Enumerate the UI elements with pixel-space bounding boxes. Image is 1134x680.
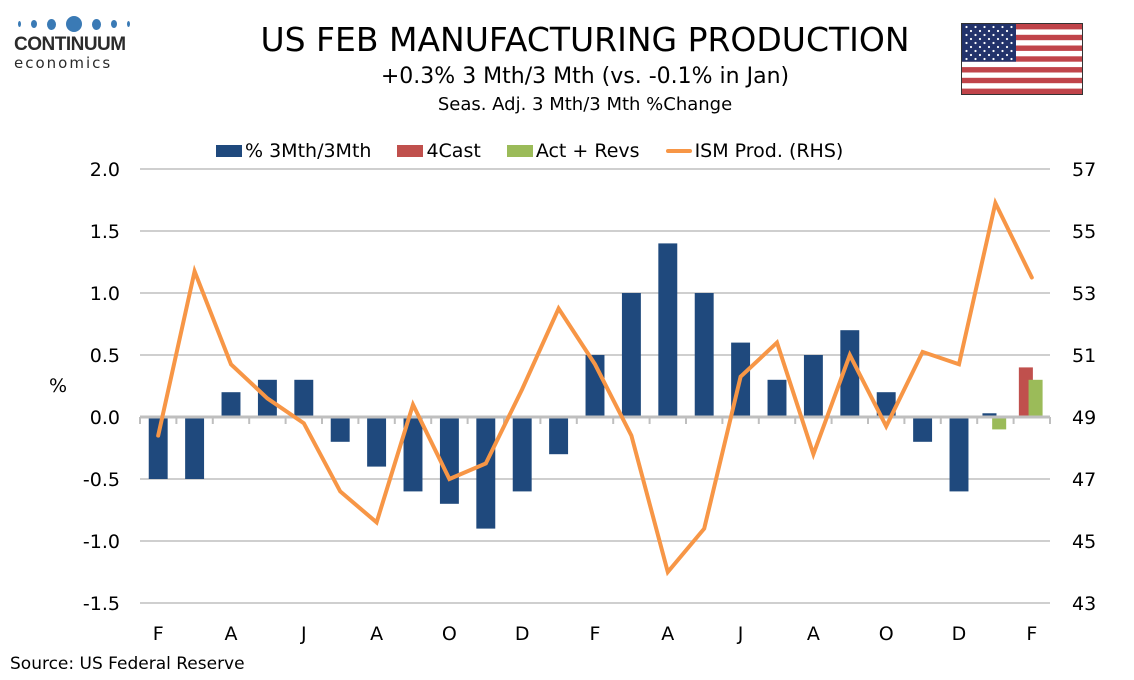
bar-0 (549, 417, 569, 455)
bar-0 (439, 417, 459, 504)
bar-0 (403, 417, 423, 492)
x-tick-label: F (590, 623, 601, 645)
bar-0 (876, 392, 896, 417)
bar-0 (330, 417, 350, 442)
x-tick-label: J (737, 623, 744, 645)
bar-2 (992, 417, 1007, 430)
logo-dots-icon (18, 16, 130, 32)
legend-item-ism: ISM Prod. (RHS) (665, 140, 844, 162)
x-tick-label: O (879, 623, 894, 645)
y-tick-label-right: 45 (1072, 531, 1096, 553)
y-tick-label-right: 43 (1072, 593, 1096, 615)
bar-0 (221, 392, 241, 417)
bar-0 (621, 293, 641, 417)
chart-subsubtitle: Seas. Adj. 3 Mth/3 Mth %Change (437, 94, 733, 115)
bar-0 (185, 417, 205, 479)
x-tick-label: D (515, 623, 530, 645)
x-tick-label: A (370, 623, 383, 645)
legend-swatch-blue (216, 145, 242, 157)
y-tick-label-left: -1.5 (83, 593, 120, 615)
legend-item-act-revs: Act + Revs (506, 140, 640, 162)
y-tick-label-left: 1.5 (90, 221, 120, 243)
source-note: Source: US Federal Reserve (10, 654, 245, 674)
bar-1 (1018, 367, 1033, 417)
y-tick-label-right: 51 (1072, 345, 1096, 367)
y-tick-label-right: 57 (1072, 159, 1096, 181)
bar-0 (257, 379, 277, 417)
bar-0 (476, 417, 496, 529)
x-tick-label: F (1026, 623, 1037, 645)
bar-0 (913, 417, 933, 442)
us-flag-icon (961, 23, 1083, 95)
x-tick-label: D (952, 623, 967, 645)
bar-0 (803, 355, 823, 417)
bar-2 (1028, 379, 1043, 417)
y-tick-label-left: 2.0 (90, 159, 120, 181)
bar-0 (294, 379, 314, 417)
bar-0 (658, 243, 678, 417)
y-axis-label: % (49, 375, 67, 397)
continuum-logo: CONTINUUM economics (14, 16, 134, 71)
y-tick-label-left: -1.0 (83, 531, 120, 553)
x-tick-label: J (300, 623, 307, 645)
y-tick-label-left: 0.0 (90, 407, 120, 429)
y-tick-label-right: 55 (1072, 221, 1096, 243)
legend-swatch-green (506, 145, 533, 157)
bar-0 (694, 293, 714, 417)
legend-label: % 3Mth/3Mth (245, 140, 372, 162)
bar-0 (949, 417, 969, 492)
legend-label: ISM Prod. (RHS) (694, 140, 844, 162)
x-tick-label: O (442, 623, 457, 645)
x-tick-label: A (661, 623, 674, 645)
bar-0 (982, 413, 997, 417)
chart-subtitle: +0.3% 3 Mth/3 Mth (vs. -0.1% in Jan) (380, 64, 790, 89)
y-tick-label-left: 0.5 (90, 345, 120, 367)
chart-title: US FEB MANUFACTURING PRODUCTION (260, 20, 910, 59)
bar-0 (367, 417, 387, 467)
legend-item-4cast: 4Cast (397, 140, 481, 162)
x-tick-label: F (153, 623, 164, 645)
logo-sub: economics (14, 54, 113, 72)
chart-legend: % 3Mth/3Mth 4Cast Act + Revs ISM Prod. (… (216, 140, 843, 162)
y-tick-label-left: 1.0 (90, 283, 120, 305)
x-tick-label: A (225, 623, 238, 645)
bar-0 (731, 342, 751, 417)
x-tick-label: A (807, 623, 820, 645)
bar-0 (512, 417, 532, 492)
bar-0 (767, 379, 787, 417)
bar-0 (585, 355, 605, 417)
logo-name: CONTINUUM (14, 34, 126, 55)
bar-0 (148, 417, 168, 479)
y-tick-label-right: 53 (1072, 283, 1096, 305)
ism-line (156, 197, 1034, 577)
legend-item-3mth: % 3Mth/3Mth (216, 140, 371, 162)
legend-label: 4Cast (426, 140, 481, 162)
legend-swatch-red (397, 145, 424, 157)
y-tick-label-left: -0.5 (83, 469, 120, 491)
y-tick-label-right: 49 (1072, 407, 1096, 429)
legend-swatch-orange (665, 149, 692, 153)
bar-0 (840, 330, 860, 417)
legend-label: Act + Revs (535, 140, 640, 162)
y-tick-label-right: 47 (1072, 469, 1096, 491)
